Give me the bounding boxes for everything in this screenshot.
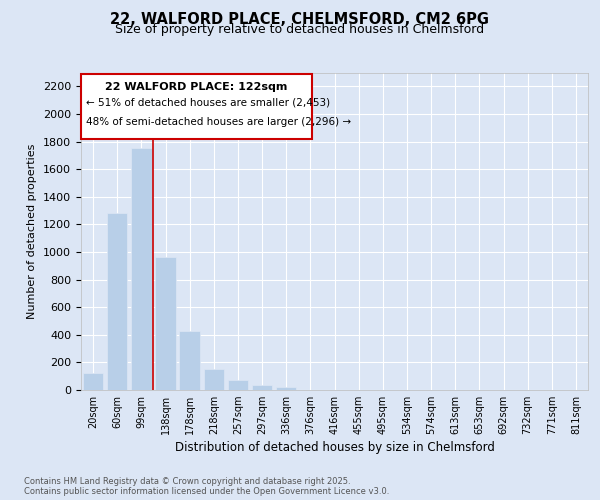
Text: ← 51% of detached houses are smaller (2,453): ← 51% of detached houses are smaller (2,… (86, 98, 330, 108)
Text: 48% of semi-detached houses are larger (2,296) →: 48% of semi-detached houses are larger (… (86, 117, 351, 127)
FancyBboxPatch shape (81, 74, 311, 139)
Text: 22, WALFORD PLACE, CHELMSFORD, CM2 6PG: 22, WALFORD PLACE, CHELMSFORD, CM2 6PG (110, 12, 490, 28)
Bar (131, 148, 152, 390)
Bar (179, 330, 200, 390)
Bar (107, 214, 127, 390)
Text: Size of property relative to detached houses in Chelmsford: Size of property relative to detached ho… (115, 24, 485, 36)
Bar (83, 374, 103, 390)
Bar (155, 258, 176, 390)
Bar (203, 370, 224, 390)
Text: 22 WALFORD PLACE: 122sqm: 22 WALFORD PLACE: 122sqm (105, 82, 287, 92)
Text: Contains public sector information licensed under the Open Government Licence v3: Contains public sector information licen… (24, 487, 389, 496)
Y-axis label: Number of detached properties: Number of detached properties (28, 144, 37, 319)
Bar (227, 380, 248, 390)
Bar (276, 387, 296, 390)
X-axis label: Distribution of detached houses by size in Chelmsford: Distribution of detached houses by size … (175, 442, 494, 454)
Text: Contains HM Land Registry data © Crown copyright and database right 2025.: Contains HM Land Registry data © Crown c… (24, 478, 350, 486)
Bar (252, 385, 272, 390)
